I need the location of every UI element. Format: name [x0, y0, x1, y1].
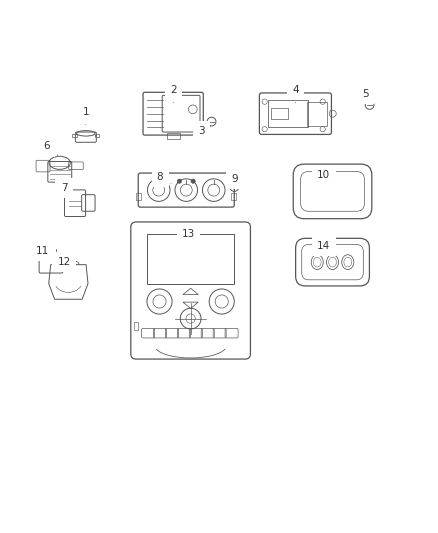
Text: 7: 7: [61, 183, 73, 195]
Bar: [231, 193, 237, 200]
Circle shape: [177, 179, 182, 183]
Bar: [134, 322, 138, 330]
Text: 5: 5: [362, 89, 369, 100]
Text: 10: 10: [317, 170, 330, 180]
Text: 1: 1: [82, 107, 89, 125]
Bar: [268, 100, 308, 127]
Text: 14: 14: [317, 240, 330, 251]
Text: 9: 9: [231, 174, 237, 184]
Bar: [136, 193, 141, 200]
Text: 12: 12: [57, 257, 71, 267]
Bar: [147, 234, 234, 285]
Bar: [95, 134, 99, 136]
Text: 2: 2: [170, 85, 177, 103]
Text: 11: 11: [35, 246, 49, 256]
Bar: [307, 102, 327, 126]
Text: 4: 4: [292, 85, 299, 103]
Circle shape: [191, 179, 195, 183]
Text: 8: 8: [157, 172, 171, 183]
Text: 6: 6: [43, 141, 57, 155]
Bar: [166, 133, 180, 139]
Bar: [271, 108, 288, 119]
Bar: [72, 134, 77, 136]
Text: 13: 13: [182, 229, 195, 239]
Text: 3: 3: [198, 126, 210, 136]
